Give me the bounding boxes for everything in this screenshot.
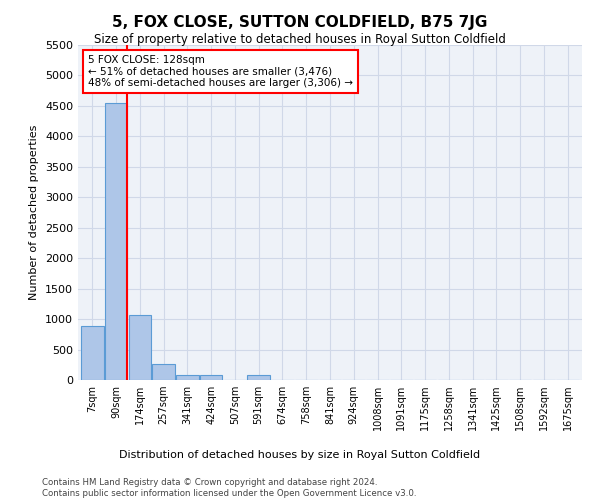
Bar — [152, 364, 175, 380]
Bar — [247, 374, 270, 380]
Text: 5 FOX CLOSE: 128sqm
← 51% of detached houses are smaller (3,476)
48% of semi-det: 5 FOX CLOSE: 128sqm ← 51% of detached ho… — [88, 55, 353, 88]
Text: Size of property relative to detached houses in Royal Sutton Coldfield: Size of property relative to detached ho… — [94, 32, 506, 46]
Y-axis label: Number of detached properties: Number of detached properties — [29, 125, 40, 300]
Bar — [200, 374, 223, 380]
Text: Contains HM Land Registry data © Crown copyright and database right 2024.
Contai: Contains HM Land Registry data © Crown c… — [42, 478, 416, 498]
Bar — [176, 374, 199, 380]
Bar — [81, 326, 104, 380]
Bar — [105, 104, 127, 380]
Text: 5, FOX CLOSE, SUTTON COLDFIELD, B75 7JG: 5, FOX CLOSE, SUTTON COLDFIELD, B75 7JG — [112, 15, 488, 30]
Text: Distribution of detached houses by size in Royal Sutton Coldfield: Distribution of detached houses by size … — [119, 450, 481, 460]
Bar — [128, 316, 151, 380]
